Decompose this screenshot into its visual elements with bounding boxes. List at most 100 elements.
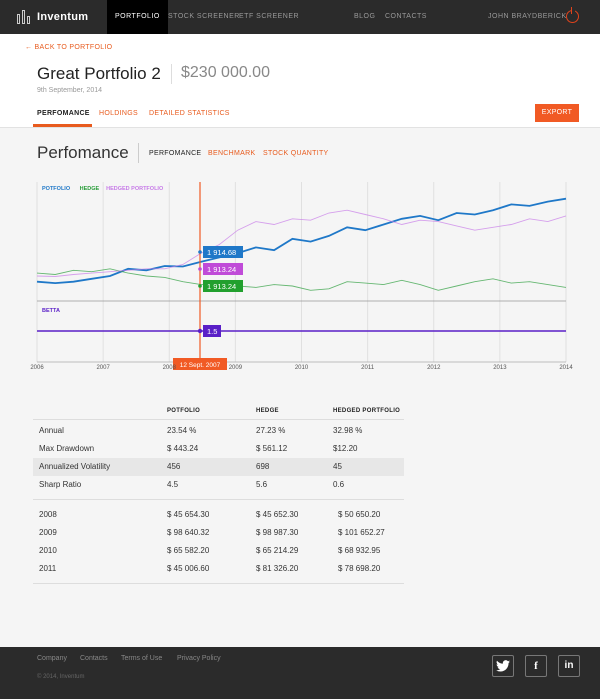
x-tick-label: 2006	[30, 365, 44, 371]
linkedin-icon[interactable]: in	[558, 655, 580, 677]
legend-item-betta: BETTA	[42, 308, 60, 314]
facebook-icon[interactable]: f	[525, 655, 547, 677]
tooltip-hedged-dot	[198, 267, 202, 271]
cell-value: $ 78 698.20	[338, 564, 381, 573]
tooltip-hedge: 1 913.24	[207, 282, 236, 291]
col-header-hedged-portfolio: HEDGED PORTFOLIO	[333, 408, 401, 414]
cell-value: $ 98 987.30	[256, 528, 299, 537]
x-tick-label: 2010	[295, 365, 309, 371]
row-label: Annual	[39, 426, 64, 435]
nav-contacts[interactable]: CONTACTS	[385, 13, 427, 20]
subtab-benchmark[interactable]: BENCHMARK	[208, 150, 256, 157]
cell-value: $12.20	[333, 444, 358, 453]
table-row[interactable]: 2011 $ 45 006.60 $ 81 326.20 $ 78 698.20	[33, 560, 404, 578]
nav-stock-screener[interactable]: STOCK SCREENER	[168, 13, 240, 20]
cell-value: 4.5	[167, 480, 179, 489]
cell-value: 698	[256, 462, 270, 471]
x-tick-label: 2008	[163, 365, 177, 371]
cell-value: $ 65 582.20	[167, 546, 210, 555]
active-tab-indicator	[33, 124, 92, 127]
tooltip-betta: 1.5	[207, 327, 217, 336]
table-row[interactable]: Annual 23.54 % 27.23 % 32.98 %	[33, 422, 404, 440]
cell-value: $ 98 640.32	[167, 528, 210, 537]
cell-value: $ 45 654.30	[167, 510, 210, 519]
cell-value: 45	[333, 462, 342, 471]
footer-link-company[interactable]: Company	[37, 655, 67, 662]
subtab-stock-quantity[interactable]: STOCK QUANTITY	[263, 150, 329, 157]
table-row[interactable]: Max Drawdown $ 443.24 $ 561.12 $12.20	[33, 440, 404, 458]
tab-holdings[interactable]: HOLDINGS	[99, 110, 138, 117]
nav-etf-screener[interactable]: ETF SCREENER	[239, 13, 300, 20]
top-nav: Inventum PORTFOLIO STOCK SCREENER ETF SC…	[0, 0, 600, 34]
col-header-potfolio: POTFOLIO	[167, 408, 201, 414]
portfolio-header: ← BACK TO PORTFOLIO Great Portfolio 2 $2…	[0, 34, 600, 128]
row-label: 2011	[39, 564, 57, 573]
tooltip-potfolio-bg	[203, 246, 243, 258]
tooltip-hedged: 1 913.24	[207, 265, 236, 274]
user-name[interactable]: JOHN BRAYDBERICK	[488, 13, 567, 20]
cell-value: 0.6	[333, 480, 345, 489]
row-label: Annualized Volatility	[39, 462, 111, 471]
back-link[interactable]: ← BACK TO PORTFOLIO	[25, 44, 113, 51]
cell-value: $ 561.12	[256, 444, 288, 453]
tab-detailed-statistics[interactable]: DETAILED STATISTICS	[149, 110, 230, 117]
cell-value: $ 45 652.30	[256, 510, 299, 519]
x-tick-label: 2013	[493, 365, 507, 371]
legend-item: POTFOLIO	[42, 186, 71, 192]
cell-value: $ 68 932.95	[338, 546, 381, 555]
row-label: Sharp Ratio	[39, 480, 82, 489]
series-line	[36, 268, 567, 291]
row-label: Max Drawdown	[39, 444, 95, 453]
title-divider	[171, 64, 172, 84]
cell-value: $ 45 006.60	[167, 564, 210, 573]
date-badge: 12 Sept. 2007	[180, 362, 221, 369]
tooltip-hedge-dot	[198, 284, 202, 288]
table-row[interactable]: 2009 $ 98 640.32 $ 98 987.30 $ 101 652.2…	[33, 524, 404, 542]
tooltip-potfolio-dot	[198, 250, 202, 254]
table-divider	[33, 419, 404, 420]
table-divider	[33, 583, 404, 584]
power-icon[interactable]	[566, 7, 579, 23]
x-tick-label: 2007	[96, 365, 110, 371]
brand-name: Inventum	[37, 11, 89, 23]
x-tick-label: 2012	[427, 365, 441, 371]
series-line	[36, 209, 567, 277]
nav-portfolio[interactable]: PORTFOLIO	[107, 0, 168, 34]
performance-chart[interactable]: POTFOLIO HEDGE HEDGED PORTFOLIO BETTA 1 914…	[0, 175, 600, 375]
footer-link-contacts[interactable]: Contacts	[80, 655, 108, 662]
copyright: © 2014, Inventum	[37, 674, 85, 680]
footer-link-privacy[interactable]: Privacy Policy	[177, 655, 221, 662]
tooltip-hedged-bg	[203, 263, 243, 275]
candlestick-icon	[17, 10, 31, 24]
cell-value: 27.23 %	[256, 426, 286, 435]
tooltip-hedge-bg	[203, 280, 243, 292]
series-line	[36, 197, 567, 285]
footer-link-terms[interactable]: Terms of Use	[121, 655, 163, 662]
table-row[interactable]: 2008 $ 45 654.30 $ 45 652.30 $ 50 650.20	[33, 506, 404, 524]
cell-value: $ 101 652.27	[338, 528, 385, 537]
portfolio-value: $230 000.00	[181, 64, 270, 81]
table-row[interactable]: Sharp Ratio 4.5 5.6 0.6	[33, 476, 404, 494]
cell-value: $ 81 326.20	[256, 564, 299, 573]
cell-value: 23.54 %	[167, 426, 197, 435]
cell-value: 32.98 %	[333, 426, 363, 435]
cell-value: 5.6	[256, 480, 268, 489]
twitter-icon[interactable]	[492, 655, 514, 677]
footer: Company Contacts Terms of Use Privacy Po…	[0, 647, 600, 699]
cell-value: 456	[167, 462, 181, 471]
table-row[interactable]: Annualized Volatility 456 698 45	[33, 458, 404, 476]
x-tick-label: 2014	[559, 365, 573, 371]
date-badge-bg	[173, 358, 227, 370]
subtab-performance[interactable]: PERFOMANCE	[149, 150, 202, 157]
section-title: Perfomance	[37, 143, 129, 162]
tab-performance[interactable]: PERFOMANCE	[37, 110, 90, 117]
table-row[interactable]: 2010 $ 65 582.20 $ 65 214.29 $ 68 932.95	[33, 542, 404, 560]
tooltip-potfolio: 1 914.68	[207, 248, 236, 257]
nav-blog[interactable]: BLOG	[354, 13, 376, 20]
cell-value: $ 65 214.29	[256, 546, 299, 555]
brand-logo[interactable]: Inventum	[17, 9, 88, 25]
betta-dot	[197, 328, 203, 334]
tooltip-betta-bg	[203, 325, 221, 337]
cell-value: $ 443.24	[167, 444, 199, 453]
export-button[interactable]: EXPORT	[535, 104, 579, 122]
